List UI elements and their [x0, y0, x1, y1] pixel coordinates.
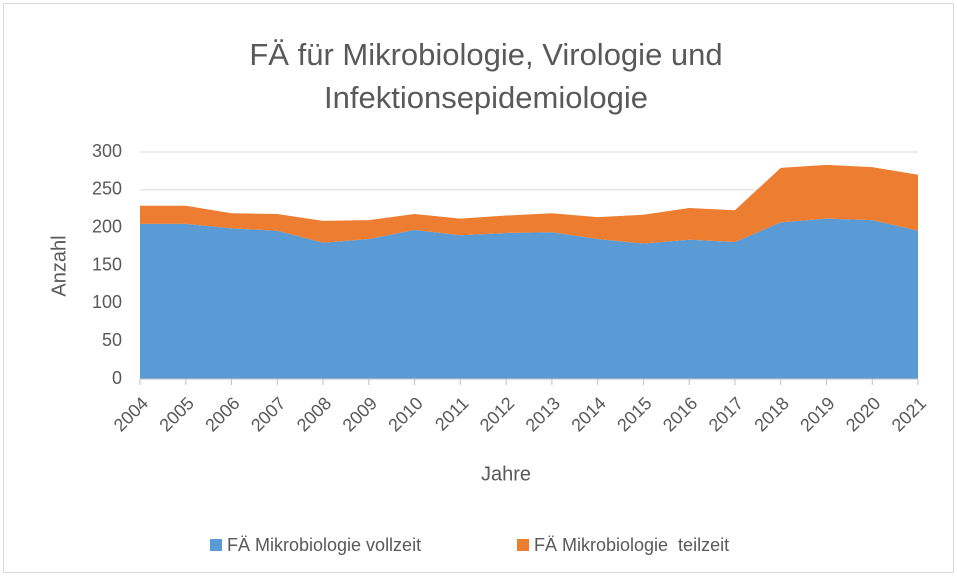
y-tick-label: 200 — [92, 216, 122, 236]
area — [140, 164, 918, 244]
chart-title: Infektionsepidemiologie — [324, 80, 648, 115]
legend-swatch — [517, 539, 529, 551]
legend-label: FÄ Mikrobiologie vollzeit — [227, 535, 421, 555]
y-tick-label: 300 — [92, 141, 122, 161]
y-tick-label: 0 — [112, 368, 122, 388]
legend-swatch — [210, 539, 222, 551]
y-tick-label: 250 — [92, 179, 122, 199]
y-tick-label: 50 — [102, 330, 122, 350]
chart-title: FÄ für Mikrobiologie, Virologie und — [249, 37, 722, 72]
legend-label: FÄ Mikrobiologie teilzeit — [534, 535, 729, 555]
y-tick-label: 100 — [92, 292, 122, 312]
y-tick-label: 150 — [92, 254, 122, 274]
area — [140, 218, 918, 379]
y-axis-label: Anzahl — [48, 235, 70, 296]
x-axis-label: Jahre — [481, 463, 531, 485]
